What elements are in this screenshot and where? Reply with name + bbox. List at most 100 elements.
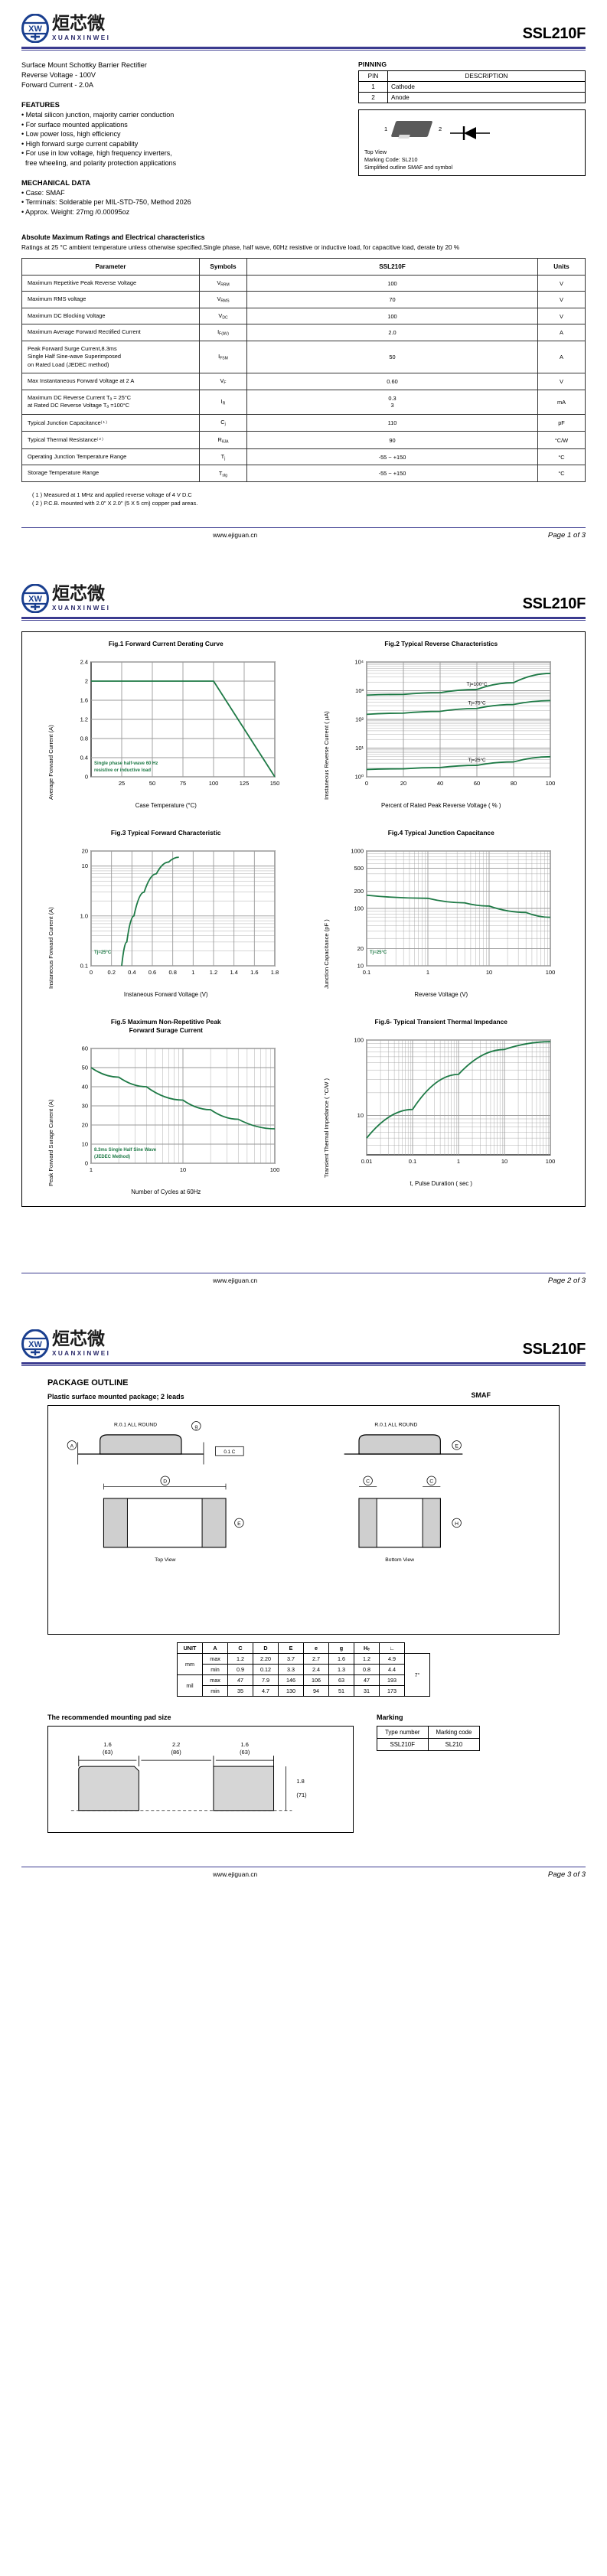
rating-parameter: Max Instantaneous Forward Voltage at 2 A (21, 373, 200, 390)
xuanxinwei-logo-icon: XW (21, 1329, 49, 1358)
dim-header-cell: g (328, 1642, 354, 1654)
company-logo: XW 烜芯微 XUANXINWEI (21, 583, 110, 613)
dim-header-cell: UNIT (177, 1642, 203, 1654)
company-logo: XW 烜芯微 XUANXINWEI (21, 14, 110, 43)
ratings-header-row: Parameter Symbols SSL210F Units (21, 257, 586, 276)
svg-text:100: 100 (545, 780, 555, 787)
svg-text:10: 10 (486, 969, 492, 976)
rating-unit: pF (537, 413, 586, 432)
svg-text:Single phase half-wave 60 Hz: Single phase half-wave 60 Hz (94, 761, 158, 766)
svg-text:10⁰: 10⁰ (354, 773, 363, 780)
logo-english-name: XUANXINWEI (52, 34, 111, 41)
pad-dim-2-mil: (86) (171, 1749, 182, 1756)
marking-code-value: SL210 (427, 1737, 481, 1751)
svg-text:100: 100 (209, 780, 219, 787)
dim-minmax-cell: max (202, 1674, 228, 1686)
mounting-pad-title: The recommended mounting pad size (47, 1713, 171, 1721)
pin-label-2: 2 (439, 126, 442, 132)
chart-y-axis-label: Junction Capacitance (pF ) (322, 919, 330, 989)
chart-area: Imstaneous Reverse Current ( μA) 0 20 40 60 8… (304, 654, 579, 799)
mounting-pad-section: The recommended mounting pad size 1.6 (6… (47, 1714, 354, 1833)
charts-frame: Fig.1 Forward Current Derating Curve Aver… (21, 631, 586, 1207)
pin-number: 1 (358, 81, 388, 93)
rating-symbol: VF (199, 373, 247, 390)
pin-description: Anode (387, 92, 586, 103)
rating-value: -55 ~ +150 (246, 465, 538, 482)
header-divider (21, 1361, 586, 1365)
ratings-header-part: SSL210F (246, 257, 538, 276)
rating-unit: V (537, 373, 586, 390)
svg-text:10¹: 10¹ (355, 745, 364, 752)
dim-unit-cell: mil (177, 1674, 203, 1697)
dim-header-cell: E (278, 1642, 304, 1654)
svg-text:25: 25 (119, 780, 125, 787)
rating-value: 0.60 (246, 373, 538, 390)
svg-text:20: 20 (357, 945, 363, 952)
svg-text:10: 10 (357, 962, 363, 969)
rating-symbol: IF(AV) (199, 324, 247, 341)
page-footer: www.ejiguan.cn Page 2 of 3 (21, 1272, 586, 1285)
dim-unit-cell: mm (177, 1652, 203, 1675)
header-divider-thin (21, 619, 586, 621)
header-divider (21, 616, 586, 619)
dimension-svg: R.0.1 ALL ROUND A g 0.1 C R.0.1 ALL ROUN… (67, 1420, 463, 1563)
dim-value-cell: 4.7 (253, 1684, 279, 1697)
smaf-band-shape (398, 135, 410, 139)
pin-label-1: 1 (384, 126, 388, 132)
marking-header-code: Marking code (427, 1725, 481, 1739)
svg-text:Tj=25°C: Tj=25°C (370, 951, 387, 955)
svg-text:2.4: 2.4 (80, 658, 88, 665)
ratings-notes: ( 1 ) Measured at 1 MHz and applied reve… (21, 491, 586, 507)
dim-value-cell: 47 (354, 1674, 380, 1686)
svg-text:10: 10 (82, 862, 88, 869)
rating-symbol: Cj (199, 413, 247, 432)
table-row: Max Instantaneous Forward Voltage at 2 A… (21, 373, 586, 390)
package-outline-title: PACKAGE OUTLINE (47, 1378, 129, 1387)
pad-dim-1-mm: 1.6 (103, 1741, 111, 1748)
chart-title: Fig.5 Maximum Non-Repetitive Peak Forward… (110, 1017, 221, 1034)
all-round-note-left: R.0.1 ALL ROUND (114, 1422, 157, 1427)
svg-text:40: 40 (437, 780, 443, 787)
dim-value-cell: 1.2 (227, 1652, 253, 1665)
chart-area: Junction Capacitance (pF ) 0.1 1 10 100 10 20 1… (304, 843, 579, 989)
dim-value-cell: 63 (328, 1674, 354, 1686)
package-captions: Top View Marking Code: SL210 Simplified … (364, 148, 579, 171)
logo-english-name: XUANXINWEI (52, 1349, 111, 1357)
svg-text:1: 1 (457, 1158, 460, 1165)
rating-symbol: VRRM (199, 274, 247, 292)
dim-value-cell: 1.6 (328, 1652, 354, 1665)
chart-x-axis-label: Instaneous Forward Voltage (V) (123, 990, 208, 998)
dim-value-cell: 4.4 (379, 1663, 405, 1675)
dim-angle-cell: 7° (404, 1652, 430, 1697)
chart-x-axis-label: Reverse Voltage (V) (414, 990, 468, 998)
svg-text:20: 20 (82, 1121, 88, 1128)
chart-plot: 0.1 1 10 100 10 20 100 200 500 1000 Tj=25°C (351, 847, 555, 976)
chart-x-axis-label: t, Pulse Duration ( sec ) (410, 1179, 472, 1187)
svg-text:10²: 10² (355, 716, 364, 722)
package-type-tag: SMAF (471, 1391, 491, 1399)
svg-text:10⁴: 10⁴ (354, 658, 364, 665)
table-row: Maximum Repetitive Peak Reverse Voltage V… (21, 274, 586, 292)
svg-text:1: 1 (426, 969, 429, 976)
page-header: XW 烜芯微 XUANXINWEI SSL210F (21, 570, 586, 613)
footer-website: www.ejiguan.cn (213, 1870, 258, 1879)
mechanical-item: • Case: SMAF (21, 188, 65, 197)
dim-header-cell: ∟ (379, 1642, 405, 1654)
chart-x-axis-label: Percent of Rated Peak Reverse Voltage ( … (381, 801, 501, 809)
chart-plot: 0.01 0.1 1 10 100 10 100 (354, 1036, 555, 1165)
table-row: Storage Temperature Range Tstg -55 ~ +150 °… (21, 465, 586, 482)
dim-value-cell: 35 (227, 1684, 253, 1697)
rating-value: 110 (246, 413, 538, 432)
svg-text:60: 60 (82, 1045, 88, 1052)
rating-unit: V (537, 291, 586, 308)
rating-symbol: Tj (199, 448, 247, 466)
svg-text:XW: XW (28, 1340, 42, 1349)
ratings-table: Parameter Symbols SSL210F Units Maximum … (21, 257, 586, 482)
dim-header-cell: e (303, 1642, 329, 1654)
table-row: min 0.9 0.12 3.3 2.4 1.3 0.8 4.4 (178, 1663, 430, 1675)
table-row: mm max 1.2 2.20 3.7 2.7 1.6 1.2 4.9 7° (177, 1652, 430, 1697)
rating-parameter: Typical Junction Capacitance( 1 ) (21, 413, 200, 432)
feature-item: • For surface mounted applications (21, 120, 128, 129)
